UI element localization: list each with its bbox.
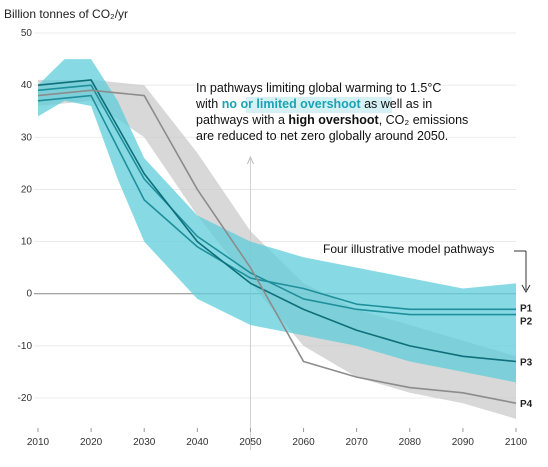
y-tick-label: -10: [18, 341, 33, 352]
y-tick-label: 50: [21, 28, 33, 39]
x-tick-label: 2070: [346, 437, 369, 448]
x-tick-label: 2030: [133, 437, 156, 448]
no-overshoot-band: [38, 59, 516, 383]
x-tick-label: 2090: [452, 437, 475, 448]
series-line-p4: [37, 89, 517, 404]
guide-arrow-icon: [246, 155, 254, 165]
series-label-p4: P4: [520, 399, 533, 410]
annotation-line-2: with no or limited overshoot as well as …: [195, 97, 432, 111]
illustrative-pathways: P1 P2 P3 P4: [37, 79, 533, 410]
annotation-line-1: In pathways limiting global warming to 1…: [196, 81, 441, 95]
x-tick-label: 2080: [399, 437, 422, 448]
annotation-line-3: pathways with a high overshoot, CO₂ emis…: [196, 113, 468, 127]
callout-label: Four illustrative model pathways: [323, 242, 494, 256]
series-line-p2: [37, 84, 516, 316]
y-axis-label: Billion tonnes of CO₂/yr: [4, 7, 128, 21]
series-line-p1: [37, 94, 516, 311]
x-tick-label: 2010: [27, 437, 50, 448]
x-tick-label: 2060: [292, 437, 315, 448]
x-tick-label: 2040: [186, 437, 209, 448]
series-line-p3: [37, 79, 517, 363]
annotation: In pathways limiting global warming to 1…: [195, 81, 468, 143]
pathway-ranges: [38, 59, 516, 419]
annotation-highlight: [246, 97, 392, 113]
y-tick-label: 10: [21, 237, 33, 248]
callout-arrow-icon: [521, 284, 531, 294]
x-tick-label: 2020: [80, 437, 103, 448]
annotation-line-4: are reduced to net zero globally around …: [196, 129, 448, 143]
x-tick-label: 2100: [505, 437, 528, 448]
y-tick-label: 40: [21, 80, 33, 91]
x-tick-label: 2050: [239, 437, 262, 448]
y-tick-label: -20: [18, 393, 33, 404]
series-label-p1: P1: [520, 303, 533, 314]
y-tick-label: 20: [21, 184, 33, 195]
callout: Four illustrative model pathways: [323, 242, 531, 294]
series-label-p3: P3: [520, 358, 533, 369]
y-tick-label: 30: [21, 132, 33, 143]
series-label-p2: P2: [520, 317, 533, 328]
y-tick-label: 0: [26, 289, 32, 300]
